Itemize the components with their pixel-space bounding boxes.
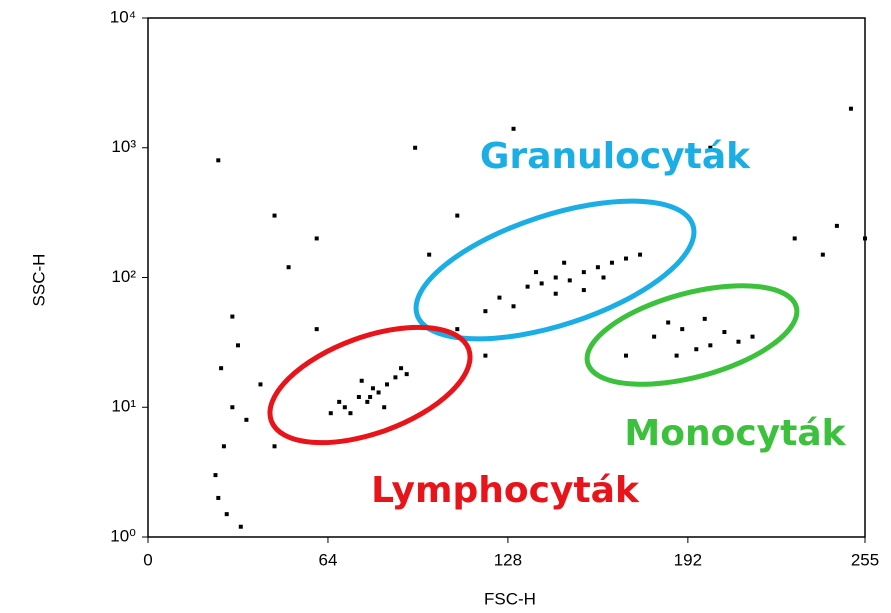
y-tick-label: 10⁰ <box>110 526 136 545</box>
plot-frame <box>147 17 866 538</box>
annotation: Monocyták <box>624 413 846 454</box>
gate <box>584 283 800 387</box>
point <box>834 223 839 228</box>
point <box>272 213 277 218</box>
point <box>393 375 398 380</box>
point <box>238 524 243 529</box>
point <box>694 347 699 352</box>
point <box>497 295 502 300</box>
point <box>224 512 229 517</box>
y-tick-label: 10¹ <box>111 397 136 416</box>
point <box>792 236 797 241</box>
point <box>219 366 224 371</box>
x-tick-label: 192 <box>674 550 702 569</box>
point <box>609 260 614 265</box>
point <box>230 314 235 319</box>
point <box>674 353 679 358</box>
point <box>601 275 606 280</box>
point <box>385 382 389 387</box>
point <box>483 353 488 358</box>
x-tick-label: 255 <box>851 550 879 569</box>
point <box>666 320 671 325</box>
point <box>427 252 432 257</box>
point <box>562 260 567 265</box>
point <box>708 343 713 348</box>
point <box>722 330 727 335</box>
point <box>534 270 539 275</box>
point <box>680 327 685 332</box>
gate <box>267 324 473 446</box>
point <box>286 265 291 270</box>
point <box>365 399 370 404</box>
point <box>244 417 249 422</box>
point <box>539 281 544 286</box>
point <box>702 316 707 321</box>
point <box>581 288 586 293</box>
point <box>348 411 353 416</box>
point <box>230 405 235 410</box>
point <box>235 343 240 348</box>
point <box>376 390 381 395</box>
point <box>595 265 600 270</box>
point <box>567 151 572 156</box>
point <box>525 284 530 289</box>
point <box>750 334 755 339</box>
point <box>624 256 628 261</box>
point <box>216 158 221 163</box>
point <box>213 473 218 478</box>
point <box>581 270 586 275</box>
x-axis-label: FSC-H <box>484 589 536 608</box>
point <box>863 236 867 241</box>
annotation: Lymphocyták <box>371 470 640 511</box>
point <box>368 394 373 399</box>
point <box>359 378 364 383</box>
point <box>455 327 460 332</box>
point <box>511 126 516 131</box>
point <box>553 291 558 296</box>
point <box>356 394 361 399</box>
point <box>638 252 643 257</box>
point <box>404 372 409 377</box>
point <box>221 444 226 449</box>
annotation: Granulocyták <box>480 136 751 177</box>
point <box>258 382 263 387</box>
point <box>337 399 342 404</box>
point <box>567 278 572 283</box>
point <box>272 444 277 449</box>
point <box>399 366 404 371</box>
x-tick-label: 64 <box>318 550 337 569</box>
point <box>314 236 319 241</box>
point <box>483 309 488 314</box>
point <box>370 386 375 391</box>
point <box>314 327 319 332</box>
point <box>652 334 657 339</box>
y-axis-label: SSC-H <box>29 254 48 307</box>
y-tick-label: 10⁴ <box>110 7 136 26</box>
y-tick-label: 10³ <box>111 137 136 156</box>
point <box>382 405 387 410</box>
x-tick-label: 128 <box>494 550 522 569</box>
point <box>413 145 418 150</box>
point <box>848 106 853 111</box>
point <box>624 353 628 358</box>
point <box>708 145 713 150</box>
point <box>328 411 333 416</box>
point <box>342 405 347 410</box>
point <box>553 275 558 280</box>
point <box>511 304 516 309</box>
point <box>820 252 825 257</box>
x-tick-label: 0 <box>143 550 152 569</box>
gate <box>413 198 697 342</box>
point <box>736 339 741 344</box>
point <box>455 213 460 218</box>
y-tick-label: 10² <box>111 267 136 286</box>
point <box>216 495 221 500</box>
